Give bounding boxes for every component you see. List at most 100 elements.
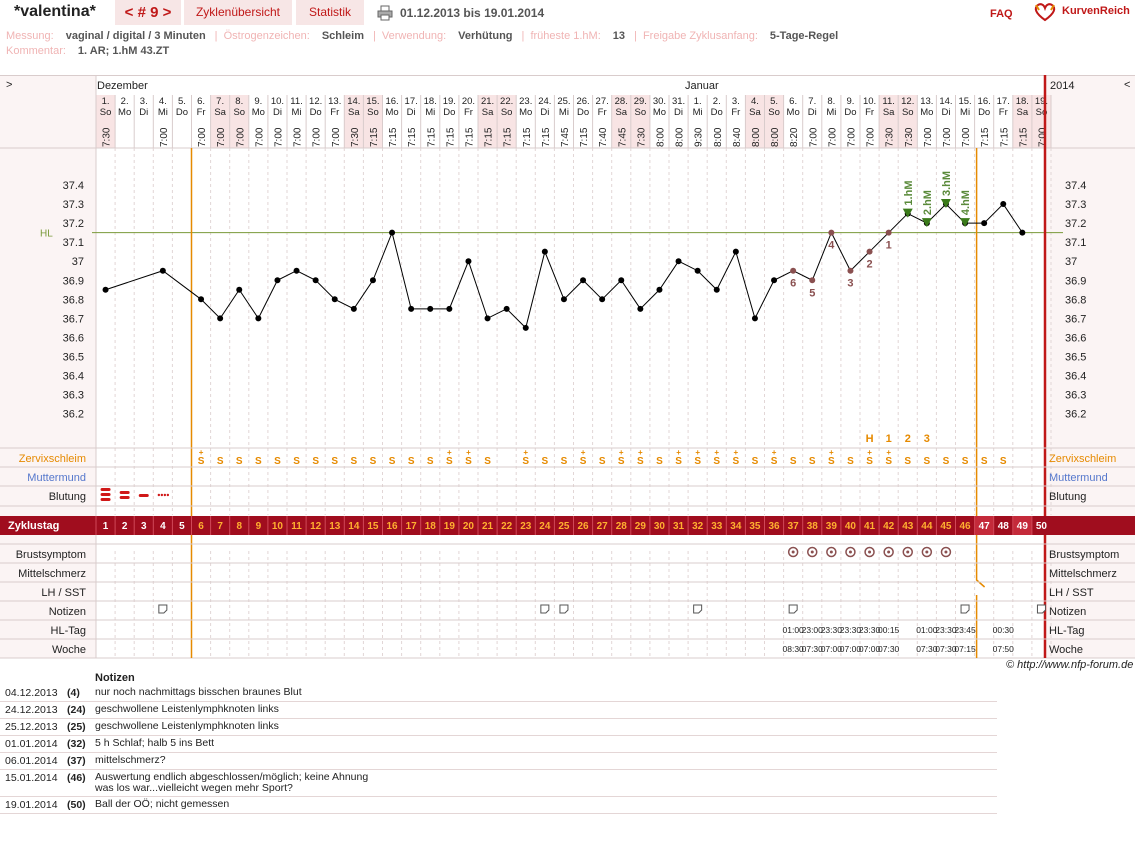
- measure-time: 8:00: [751, 127, 762, 147]
- hl-day-time: 23:45: [954, 625, 976, 635]
- hl-day-time: 00:15: [878, 625, 900, 635]
- meta-label: Östrogenzeichen:: [223, 30, 310, 42]
- hl-label: HL: [40, 229, 53, 240]
- tab-statistik[interactable]: Statistik: [296, 0, 364, 25]
- cycle-day-number: 39: [826, 521, 838, 532]
- day-number: 18.: [1016, 96, 1029, 107]
- day-number: 7.: [808, 96, 816, 107]
- temperature-point: [522, 324, 529, 331]
- scroll-left-arrow[interactable]: >: [6, 79, 12, 91]
- weekday-label: Sa: [348, 107, 360, 118]
- breast-symptom-icon: [787, 546, 799, 558]
- measure-time: 7:15: [1018, 127, 1029, 147]
- measure-time: 7:15: [484, 127, 495, 147]
- cycle-nav-button[interactable]: < # 9 >: [115, 0, 181, 25]
- note-cycle-day: (32): [67, 738, 86, 750]
- row-label-notizen: Notizen: [49, 606, 86, 618]
- cycle-day-number: 12: [310, 521, 322, 532]
- temperature-point: [637, 305, 644, 312]
- cycle-day-number: 10: [272, 521, 284, 532]
- high-temp-marker: [902, 208, 913, 218]
- row-label-hltag: HL-Tag: [51, 625, 86, 637]
- note-icon[interactable]: [788, 604, 798, 614]
- cycle-day-number: 28: [616, 521, 628, 532]
- y-tick-label: 36.7: [63, 313, 84, 325]
- hl-day-time: 01:00: [783, 625, 805, 635]
- mucus-plus: +: [886, 448, 891, 457]
- day-number: 3.: [140, 96, 148, 107]
- high-count-label: 3: [924, 433, 930, 445]
- day-number: 17.: [405, 96, 418, 107]
- note-date: 04.12.2013: [5, 687, 58, 699]
- day-number: 7.: [216, 96, 224, 107]
- temperature-point: [293, 267, 300, 274]
- mucus-symbol: S: [847, 456, 854, 467]
- breast-symptom-icon: [826, 546, 837, 558]
- weekend-shade: [1012, 95, 1032, 148]
- note-icon[interactable]: [693, 604, 703, 614]
- day-number: 28.: [615, 96, 628, 107]
- measure-time: 8:00: [675, 127, 686, 147]
- note-icon[interactable]: [559, 604, 569, 614]
- cycle-day-number: 19: [444, 521, 456, 532]
- day-number: 24.: [538, 96, 551, 107]
- note-icon[interactable]: [960, 604, 970, 614]
- measure-time: 7:45: [617, 127, 628, 147]
- scroll-right-arrow[interactable]: <: [1124, 79, 1130, 91]
- faq-link[interactable]: FAQ: [990, 8, 1013, 20]
- printer-icon[interactable]: [377, 5, 393, 21]
- weekend-shade: [96, 95, 116, 148]
- row-label-mittel: Mittelschmerz: [1049, 568, 1117, 580]
- meta-label: Messung:: [6, 30, 54, 42]
- weekday-label: Mi: [158, 107, 168, 118]
- cycle-day-number: 40: [845, 521, 857, 532]
- day-number: 11.: [290, 96, 303, 107]
- y-tick-label: 36.9: [1065, 275, 1086, 287]
- weekend-shade: [879, 95, 899, 148]
- high-temp-marker: [921, 218, 932, 228]
- cycle-day-number: 30: [654, 521, 666, 532]
- note-date: 25.12.2013: [5, 721, 58, 733]
- weekday-label: Sa: [214, 107, 226, 118]
- cycle-day-number: 1: [103, 521, 109, 532]
- cycle-day-number: 13: [329, 521, 341, 532]
- note-icon[interactable]: [540, 604, 550, 614]
- day-number: 20.: [462, 96, 475, 107]
- chart-background: [0, 75, 1135, 658]
- weekday-label: Fr: [865, 107, 874, 118]
- weekend-shade: [611, 95, 631, 148]
- cycle-day-number: 21: [482, 521, 494, 532]
- cycle-day-number: 4: [160, 521, 166, 532]
- mucus-symbol: S: [465, 456, 472, 467]
- y-tick-label: 36.5: [63, 351, 84, 363]
- cycle-day-number: 15: [367, 521, 379, 532]
- day-number: 15.: [958, 96, 971, 107]
- temperature-point: [866, 248, 873, 255]
- temperature-point: [446, 305, 453, 312]
- cycle-day-number: 7: [217, 521, 223, 532]
- note-icon[interactable]: [158, 604, 168, 614]
- measure-time: 7:00: [235, 127, 246, 147]
- app-title: *valentina*: [14, 3, 96, 20]
- month-label: Januar: [685, 80, 719, 92]
- measure-time: 9:30: [694, 127, 705, 147]
- day-number: 13.: [920, 96, 933, 107]
- cycle-day-number: 43: [902, 521, 914, 532]
- day-number: 16.: [385, 96, 398, 107]
- week-time: 07:15: [954, 644, 976, 654]
- bleeding-spotting: [166, 493, 170, 497]
- note-icon[interactable]: [1036, 604, 1046, 614]
- y-tick-label: 37.4: [1065, 180, 1086, 192]
- mucus-symbol: S: [752, 456, 759, 467]
- mucus-plus: +: [466, 448, 471, 457]
- brand-name[interactable]: KurvenReich: [1062, 5, 1130, 17]
- low-temp-number: 6: [790, 278, 796, 290]
- cycle-day-number: 14: [348, 521, 360, 532]
- row-label-woche: Woche: [1049, 644, 1083, 656]
- row-label-zervix: Zervixschleim: [19, 453, 86, 465]
- temperature-curve: [105, 203, 1023, 329]
- mucus-symbol: S: [694, 456, 701, 467]
- mucus-plus: +: [829, 448, 834, 457]
- note-cycle-day: (24): [67, 704, 86, 716]
- tab-zyklenuebersicht[interactable]: Zyklenübersicht: [184, 0, 292, 25]
